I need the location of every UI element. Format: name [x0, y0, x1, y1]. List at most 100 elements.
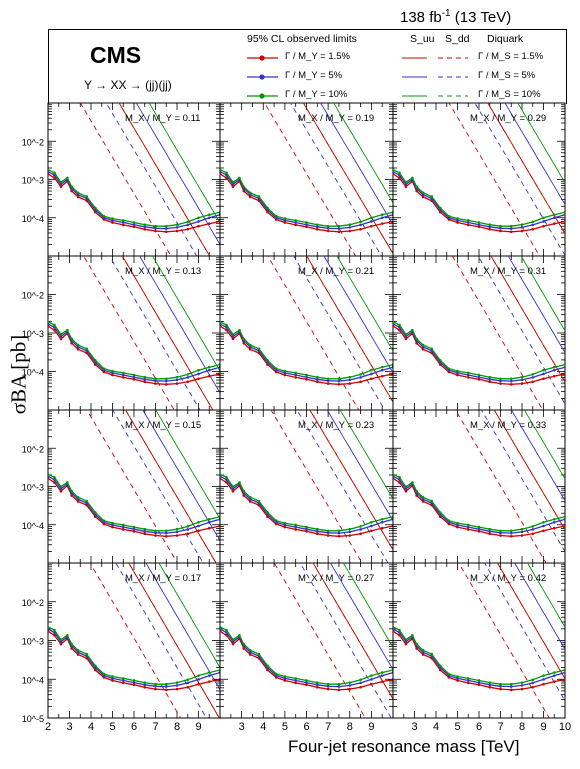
- observed-limit-marker: [316, 527, 319, 531]
- diquark-model-curve: [320, 103, 393, 225]
- observed-limit-marker: [186, 373, 190, 376]
- panel-mass-ratio-label: M_X / M_Y = 0.17: [125, 573, 202, 584]
- diquark-model-curve: [520, 256, 565, 331]
- diquark-model-curve: [302, 103, 393, 254]
- observed-limit-marker: [132, 683, 136, 687]
- observed-limit-marker: [421, 649, 425, 652]
- x-tick-label: 6: [131, 721, 137, 733]
- legend-observed-marker: [259, 55, 265, 61]
- observed-limit-marker: [207, 671, 211, 674]
- observed-limit-marker: [316, 223, 319, 226]
- observed-limit-marker: [370, 520, 373, 524]
- observed-limit-marker: [154, 685, 157, 688]
- observed-limit-marker: [76, 651, 80, 654]
- observed-limit-marker: [132, 221, 136, 224]
- observed-limit-marker: [520, 378, 524, 382]
- panel-mass-ratio-label: M_X / M_Y = 0.27: [298, 573, 375, 584]
- observed-limit-marker: [121, 681, 125, 685]
- diquark-model-curve: [118, 103, 211, 256]
- observed-limit-marker: [132, 375, 136, 379]
- observed-limit-marker: [305, 681, 308, 684]
- observed-limit-marker: [316, 530, 319, 533]
- observed-limit-marker: [415, 647, 418, 650]
- observed-entry-10: Γ / M_Y = 10%: [285, 89, 348, 100]
- x-tick-label: 3: [66, 721, 72, 733]
- observed-limit-marker: [552, 671, 556, 674]
- observed-limit-marker: [121, 523, 125, 527]
- observed-limit-marker: [359, 373, 362, 376]
- panel-frame: [219, 409, 394, 564]
- observed-limit-marker: [143, 227, 147, 231]
- diquark-model-curve: [128, 563, 220, 718]
- observed-limit-marker: [477, 378, 481, 381]
- observed-limit-marker: [398, 176, 401, 180]
- observed-limit-marker: [466, 223, 470, 227]
- panel-series: [220, 256, 393, 410]
- observed-limit-marker: [143, 683, 147, 687]
- observed-limit-marker: [164, 685, 168, 688]
- observed-limit-line: [48, 473, 220, 532]
- observed-limit-marker: [421, 347, 425, 351]
- observed-limit-marker: [186, 681, 190, 685]
- observed-limit-marker: [499, 531, 502, 535]
- observed-limit-marker: [531, 528, 535, 531]
- y-tick-label: 10^-3: [22, 637, 44, 647]
- observed-limit-marker: [283, 219, 287, 222]
- observed-limit-marker: [326, 685, 330, 688]
- observed-limit-line: [393, 477, 565, 537]
- observed-limit-marker: [294, 376, 297, 379]
- observed-limit-marker: [220, 629, 222, 633]
- observed-limit-marker: [274, 367, 278, 370]
- model-title-diquark: Diquark: [487, 33, 524, 45]
- legend-observed-marker: [259, 74, 265, 80]
- observed-limit-marker: [197, 529, 200, 533]
- model-title-sdd: S_dd: [445, 33, 470, 45]
- observed-limit-marker: [266, 359, 269, 362]
- observed-entry-5: Γ / M_Y = 5%: [285, 70, 343, 81]
- observed-limit-marker: [421, 651, 425, 654]
- panel-series: [220, 410, 393, 563]
- observed-limit-marker: [398, 475, 401, 479]
- observed-limit-marker: [520, 687, 524, 691]
- observed-limit-marker: [316, 227, 319, 231]
- observed-limit-marker: [439, 359, 442, 362]
- y-tick-label: 10^-2: [22, 291, 44, 301]
- observed-limit-line: [220, 477, 393, 537]
- observed-limit-line: [393, 630, 565, 691]
- observed-limit-marker: [220, 320, 222, 324]
- observed-limit-marker: [488, 530, 492, 533]
- observed-limit-marker: [70, 185, 73, 188]
- observed-limit-marker: [421, 500, 425, 503]
- observed-limit-marker: [477, 530, 481, 533]
- observed-limit-marker: [305, 221, 308, 224]
- observed-limit-marker: [48, 629, 50, 633]
- observed-limit-marker: [175, 527, 179, 531]
- observed-limit-marker: [337, 682, 341, 686]
- observed-limit-marker: [266, 515, 269, 518]
- observed-limit-marker: [48, 324, 50, 328]
- observed-limit-marker: [121, 679, 125, 682]
- observed-limit-marker: [393, 320, 395, 324]
- observed-limit-line: [48, 626, 220, 685]
- observed-limit-marker: [257, 499, 261, 503]
- observed-limit-marker: [542, 529, 545, 533]
- observed-limit-marker: [294, 223, 297, 227]
- observed-limit-marker: [439, 210, 442, 214]
- observed-limit-marker: [337, 227, 341, 230]
- observed-limit-marker: [348, 684, 352, 687]
- y-tick-label: 10^-4: [22, 368, 44, 378]
- panel-series: [48, 103, 220, 256]
- observed-limit-marker: [337, 529, 341, 533]
- observed-limit-marker: [421, 343, 425, 347]
- observed-limit-marker: [456, 679, 459, 682]
- observed-limit-marker: [359, 532, 362, 536]
- diquark-model-curve: [326, 410, 393, 521]
- x-tick-label: 3: [239, 721, 245, 733]
- observed-limit-marker: [143, 225, 147, 229]
- observed-limit-marker: [242, 189, 246, 193]
- observed-limit-marker: [248, 193, 252, 197]
- scalar-model-curve: [484, 563, 565, 702]
- observed-limit-marker: [477, 681, 481, 684]
- observed-limit-marker: [348, 681, 352, 684]
